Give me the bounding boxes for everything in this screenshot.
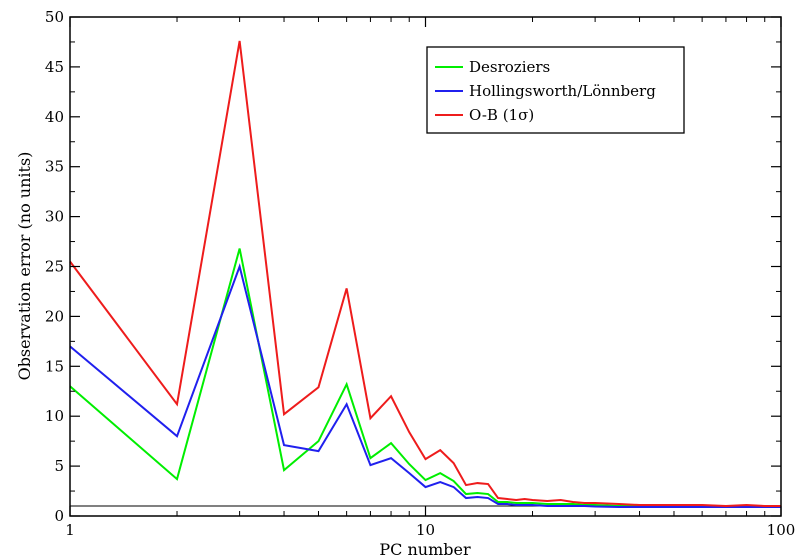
y-axis-label: Observation error (no units) [15,152,34,381]
x-axis-label: PC number [379,540,471,559]
series-line-1 [69,248,782,508]
series-line-2 [69,263,781,509]
x-tick-label: 100 [767,521,796,539]
y-tick-label: 30 [45,208,64,226]
y-tick-label: 15 [45,357,64,375]
y-tick-label: 40 [45,108,64,126]
y-tick-label: 5 [54,457,64,475]
x-tick-label: 1 [65,521,75,539]
axes-layer: 0 5 10 15 20 25 30 35 40 45 50 1 10 100 [45,8,795,539]
legend-box [426,46,685,134]
y-tick-label: 20 [45,307,64,325]
y-tick-label: 0 [54,507,64,525]
x-tick-label: 10 [416,521,435,539]
legend-label-1: Desroziers [469,58,550,76]
legend-label-2: Hollingsworth/Lönnberg [469,82,656,100]
series-line-3 [69,40,781,508]
y-tick-label: 10 [45,407,64,425]
y-tick-label: 45 [45,58,64,76]
y-tick-label: 35 [45,158,64,176]
y-tick-label: 50 [45,8,64,26]
legend: Desroziers Hollingsworth/Lönnberg O-B (1σ) [426,46,685,134]
legend-label-3: O-B (1σ) [469,106,534,124]
y-tick-label: 25 [45,258,64,276]
